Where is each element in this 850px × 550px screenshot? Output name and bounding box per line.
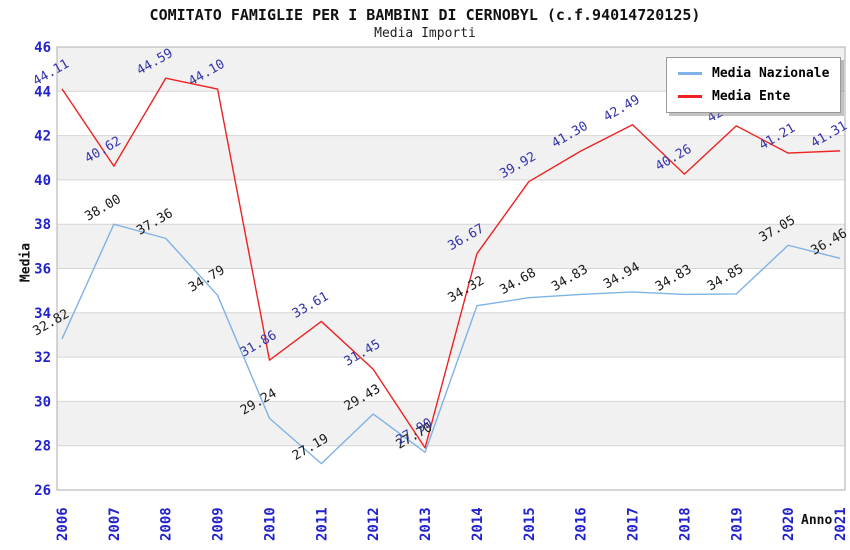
y-axis-title: Media (18, 242, 34, 283)
y-tick-label: 32 (34, 350, 51, 366)
page-subtitle: Media Importi (374, 26, 476, 41)
legend-label-ente: Media Ente (712, 89, 791, 104)
x-tick-label: 2015 (522, 507, 538, 541)
x-tick-label: 2010 (262, 507, 278, 541)
x-tick-label: 2014 (470, 507, 486, 541)
x-tick-label: 2008 (159, 507, 175, 541)
series-line-media-ente (61, 77, 841, 449)
point-label: 42.49 (601, 92, 642, 125)
x-tick-label: 2007 (107, 507, 123, 541)
y-tick-label: 28 (34, 439, 51, 455)
y-tick-label: 30 (34, 394, 51, 410)
band (57, 135, 845, 180)
y-tick-label: 40 (34, 173, 51, 189)
y-tick-label: 46 (34, 40, 51, 56)
point-label: 34.32 (445, 273, 486, 306)
band (57, 224, 845, 269)
x-tick-label: 2018 (677, 507, 693, 541)
page-title: COMITATO FAMIGLIE PER I BAMBINI DI CERNO… (149, 6, 701, 24)
legend-item-media-nazionale: Media Nazionale (678, 66, 829, 81)
y-tick-label: 44 (34, 84, 51, 100)
y-tick-label: 36 (34, 262, 51, 278)
y-tick-label: 34 (34, 306, 51, 322)
y-tick-label: 42 (34, 129, 51, 145)
x-tick-label: 2011 (314, 507, 330, 541)
x-axis-title: Anno (801, 513, 833, 528)
series-line-media-nazionale (61, 223, 841, 465)
plot-frame (56, 46, 846, 491)
x-tick-label: 2013 (418, 507, 434, 541)
x-tick-label: 2006 (55, 507, 71, 541)
x-tick-label: 2021 (833, 507, 849, 541)
x-tick-label: 2009 (211, 507, 227, 541)
legend-line-swatch-ente (678, 95, 702, 98)
band (57, 401, 845, 446)
legend-item-media-ente: Media Ente (678, 89, 829, 104)
x-tick-label: 2017 (626, 507, 642, 541)
legend-label-nazionale: Media Nazionale (712, 66, 830, 81)
y-tick-label: 38 (34, 217, 51, 233)
y-tick-label: 26 (34, 483, 51, 499)
point-label: 38.00 (82, 192, 123, 225)
legend-line-swatch-nazionale (678, 72, 702, 75)
x-tick-label: 2020 (781, 507, 797, 541)
x-tick-label: 2012 (366, 507, 382, 541)
point-label: 34.68 (497, 265, 538, 298)
x-tick-label: 2019 (729, 507, 745, 541)
legend: Media Nazionale Media Ente (666, 57, 842, 113)
x-tick-label: 2016 (574, 507, 590, 541)
